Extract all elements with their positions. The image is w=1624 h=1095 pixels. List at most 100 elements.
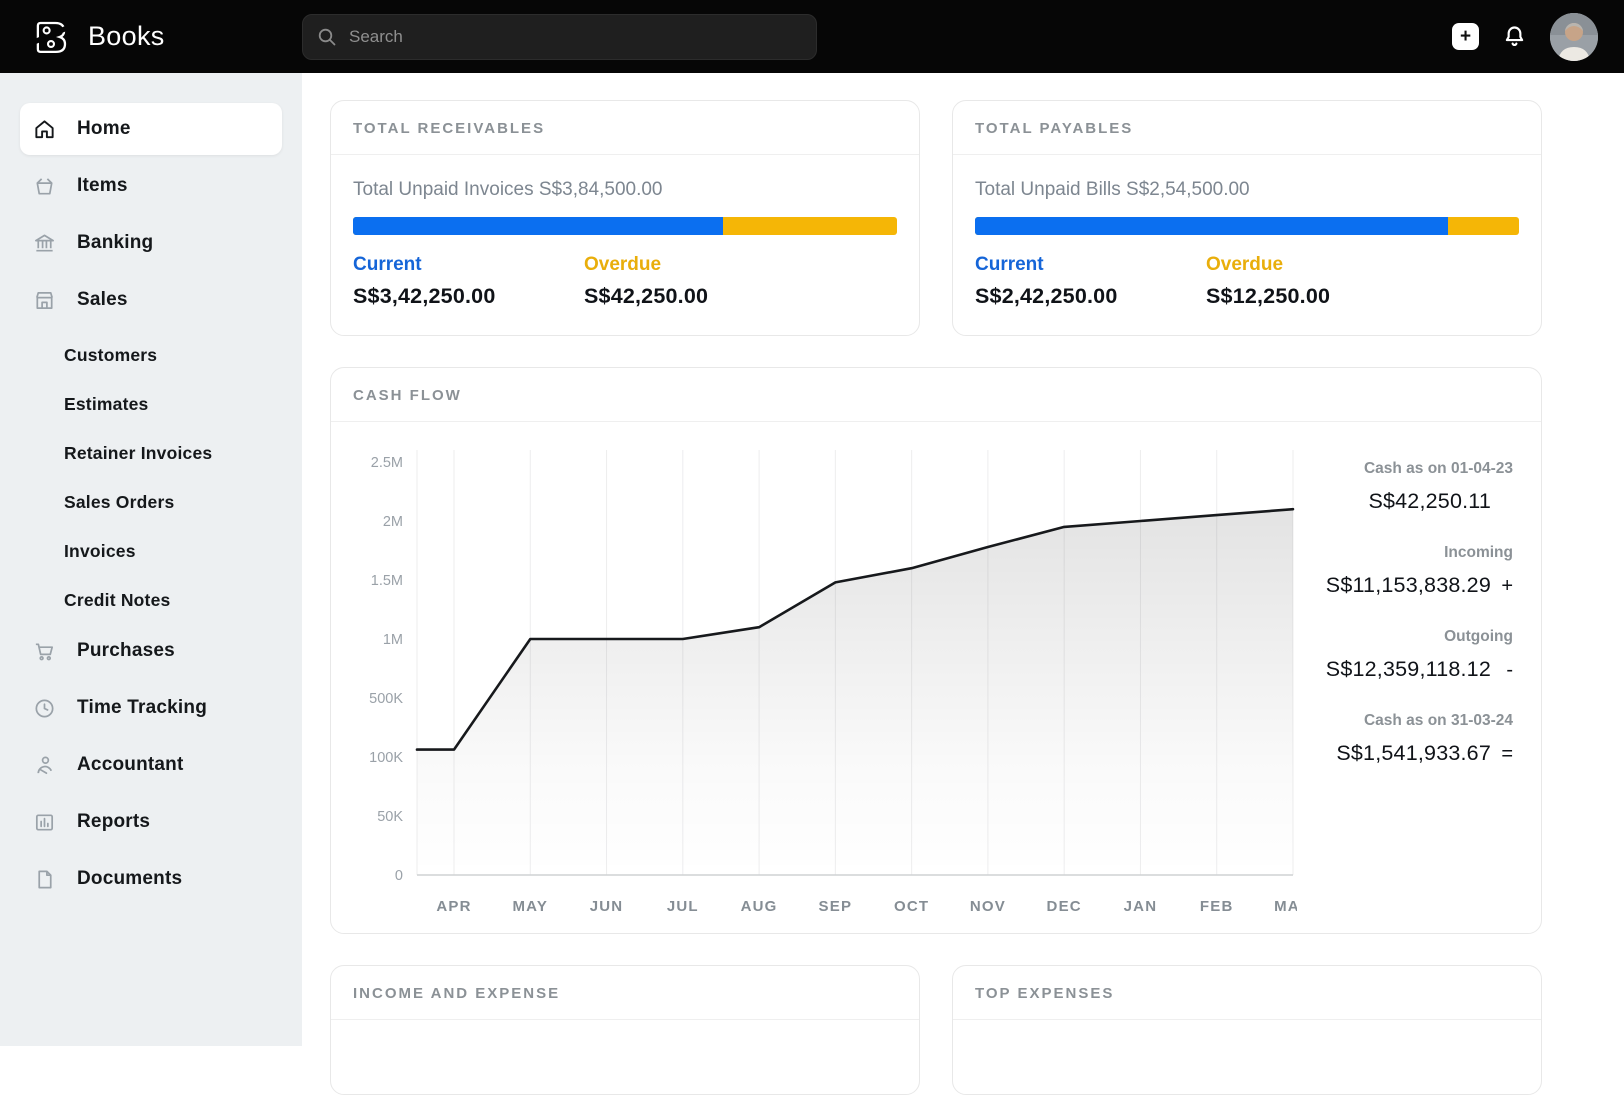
stat-operator: -: [1491, 659, 1513, 682]
income-and-expense-card: INCOME AND EXPENSE: [330, 965, 920, 1095]
svg-text:100K: 100K: [369, 750, 403, 766]
sidebar-item-customers[interactable]: Customers: [20, 331, 282, 380]
receivables-progress-bar: [353, 217, 897, 235]
stat-label: Outgoing: [1297, 628, 1513, 646]
app-title: Books: [88, 21, 165, 52]
svg-text:50K: 50K: [377, 809, 403, 825]
person-icon: [33, 754, 56, 777]
bell-icon: [1501, 23, 1528, 50]
sidebar-item-time-tracking[interactable]: Time Tracking: [20, 682, 282, 734]
sidebar-item-label: Sales: [77, 289, 128, 311]
total-payables-card: TOTAL PAYABLES Total Unpaid Bills S$2,54…: [952, 100, 1542, 336]
sidebar-item-label: Invoices: [64, 541, 136, 562]
sidebar-item-label: Documents: [77, 868, 182, 890]
svg-text:JUN: JUN: [590, 898, 624, 915]
sidebar-item-label: Purchases: [77, 640, 175, 662]
svg-text:MAY: MAY: [512, 898, 548, 915]
card-title: CASH FLOW: [331, 368, 1541, 422]
sidebar-item-label: Estimates: [64, 394, 148, 415]
stat-value: S$42,250.11: [1297, 489, 1491, 514]
sidebar-item-label: Items: [77, 175, 128, 197]
sidebar-item-purchases[interactable]: Purchases: [20, 625, 282, 677]
sidebar-item-items[interactable]: Items: [20, 160, 282, 212]
current-amount: S$2,42,250.00: [975, 284, 1206, 309]
stat-value: S$11,153,838.29: [1297, 573, 1491, 598]
sidebar-item-sales[interactable]: Sales: [20, 274, 282, 326]
unpaid-bills-summary: Total Unpaid Bills S$2,54,500.00: [975, 179, 1519, 201]
sidebar-item-label: Credit Notes: [64, 590, 170, 611]
basket-icon: [33, 175, 56, 198]
svg-text:FEB: FEB: [1200, 898, 1234, 915]
stat-label: Incoming: [1297, 544, 1513, 562]
quick-create-button[interactable]: +: [1452, 23, 1479, 50]
total-receivables-card: TOTAL RECEIVABLES Total Unpaid Invoices …: [330, 100, 920, 336]
svg-text:MAR: MAR: [1274, 898, 1297, 915]
sidebar-item-label: Sales Orders: [64, 492, 174, 513]
user-avatar[interactable]: [1550, 13, 1598, 61]
search-bar[interactable]: [302, 14, 817, 60]
bank-icon: [33, 232, 56, 255]
payables-current-bar: [975, 217, 1448, 235]
sidebar-item-invoices[interactable]: Invoices: [20, 527, 282, 576]
card-title: INCOME AND EXPENSE: [331, 966, 919, 1020]
svg-text:OCT: OCT: [894, 898, 929, 915]
doc-icon: [33, 868, 56, 891]
sidebar-item-credit-notes[interactable]: Credit Notes: [20, 576, 282, 625]
unpaid-invoices-summary: Total Unpaid Invoices S$3,84,500.00: [353, 179, 897, 201]
sidebar-item-accountant[interactable]: Accountant: [20, 739, 282, 791]
sidebar-item-label: Accountant: [77, 754, 184, 776]
sidebar-item-label: Retainer Invoices: [64, 443, 212, 464]
cart-icon: [33, 640, 56, 663]
receivables-current-bar: [353, 217, 723, 235]
overdue-amount: S$12,250.00: [1206, 284, 1437, 309]
sidebar-item-reports[interactable]: Reports: [20, 796, 282, 848]
svg-text:0: 0: [395, 868, 403, 884]
clock-icon: [33, 697, 56, 720]
stat-operator: =: [1491, 743, 1513, 766]
card-title: TOP EXPENSES: [953, 966, 1541, 1020]
sidebar-item-banking[interactable]: Banking: [20, 217, 282, 269]
svg-text:2.5M: 2.5M: [371, 455, 403, 471]
sidebar-item-home[interactable]: Home: [20, 103, 282, 155]
top-expenses-card: TOP EXPENSES: [952, 965, 1542, 1095]
cashflow-stats: Cash as on 01-04-23 S$42,250.11 Incoming S$…: [1297, 448, 1527, 925]
search-icon: [317, 27, 337, 47]
home-icon: [33, 118, 56, 141]
svg-text:NOV: NOV: [970, 898, 1006, 915]
search-input[interactable]: [347, 26, 802, 48]
books-logo-icon: [30, 16, 72, 58]
svg-text:1.5M: 1.5M: [371, 573, 403, 589]
sidebar: Home Items Banking Sales Customers Estimates R…: [0, 73, 302, 1046]
current-label: Current: [353, 254, 584, 276]
svg-text:SEP: SEP: [819, 898, 853, 915]
sidebar-item-estimates[interactable]: Estimates: [20, 380, 282, 429]
stat-label: Cash as on 31-03-24: [1297, 712, 1513, 730]
current-label: Current: [975, 254, 1206, 276]
payables-progress-bar: [975, 217, 1519, 235]
svg-text:DEC: DEC: [1047, 898, 1082, 915]
card-title: TOTAL RECEIVABLES: [331, 101, 919, 155]
sidebar-item-sales-orders[interactable]: Sales Orders: [20, 478, 282, 527]
cashflow-stat-cash-as-on-01-04-23: Cash as on 01-04-23 S$42,250.11: [1297, 460, 1513, 514]
svg-text:500K: 500K: [369, 691, 403, 707]
svg-text:2M: 2M: [383, 514, 403, 530]
sidebar-item-label: Time Tracking: [77, 697, 207, 719]
svg-text:1M: 1M: [383, 632, 403, 648]
topbar: Books +: [0, 0, 1624, 73]
notifications-button[interactable]: [1501, 23, 1528, 50]
stat-label: Cash as on 01-04-23: [1297, 460, 1513, 478]
sidebar-item-label: Customers: [64, 345, 157, 366]
stat-value: S$12,359,118.12: [1297, 657, 1491, 682]
sidebar-item-label: Home: [77, 118, 131, 140]
sidebar-item-label: Reports: [77, 811, 150, 833]
svg-text:JUL: JUL: [667, 898, 699, 915]
sidebar-item-retainer-invoices[interactable]: Retainer Invoices: [20, 429, 282, 478]
overdue-label: Overdue: [1206, 254, 1437, 276]
sidebar-item-documents[interactable]: Documents: [20, 853, 282, 905]
chart-icon: [33, 811, 56, 834]
card-title: TOTAL PAYABLES: [953, 101, 1541, 155]
app-logo[interactable]: Books: [30, 16, 302, 58]
